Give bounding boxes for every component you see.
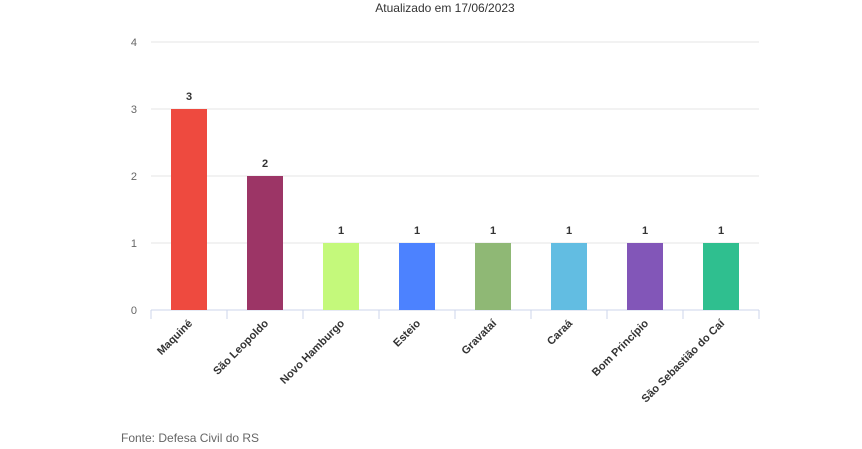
y-axis-ticks: 0 1 2 3 4 <box>131 37 137 317</box>
y-tick-label: 2 <box>131 171 137 183</box>
bar[interactable] <box>703 243 739 310</box>
data-label: 1 <box>566 225 572 237</box>
data-label: 2 <box>262 158 268 170</box>
bar[interactable] <box>247 176 283 310</box>
category-label: Gravataí <box>460 317 500 357</box>
y-tick-label: 3 <box>131 104 137 116</box>
category-label: São Sebastião do Caí <box>640 317 728 405</box>
category-label: São Leopoldo <box>211 317 271 377</box>
data-label: 1 <box>338 225 344 237</box>
data-labels: 3 2 1 1 1 1 1 1 <box>186 91 724 237</box>
data-label: 1 <box>718 225 724 237</box>
bar[interactable] <box>551 243 587 310</box>
bar[interactable] <box>323 243 359 310</box>
category-labels: Maquiné São Leopoldo Novo Hamburgo Esteio Gr… <box>155 317 728 405</box>
data-label: 1 <box>642 225 648 237</box>
source-note: Fonte: Defesa Civil do RS <box>121 431 260 445</box>
data-label: 3 <box>186 91 192 103</box>
category-label: Caraá <box>545 317 576 348</box>
data-label: 1 <box>414 225 420 237</box>
y-tick-label: 4 <box>131 37 137 49</box>
data-label: 1 <box>490 225 496 237</box>
y-tick-label: 0 <box>131 305 137 317</box>
bars <box>171 109 739 310</box>
chart-subtitle: Atualizado em 17/06/2023 <box>375 1 515 15</box>
bar[interactable] <box>399 243 435 310</box>
bar[interactable] <box>171 109 207 310</box>
y-tick-label: 1 <box>131 238 137 250</box>
gridlines <box>151 41 759 311</box>
bar[interactable] <box>475 243 511 310</box>
x-axis <box>150 310 760 319</box>
category-label: Bom Princípio <box>590 317 651 378</box>
category-label: Maquiné <box>155 318 195 358</box>
category-label: Esteio <box>391 317 423 349</box>
category-label: Novo Hamburgo <box>278 317 347 386</box>
bar[interactable] <box>627 243 663 310</box>
